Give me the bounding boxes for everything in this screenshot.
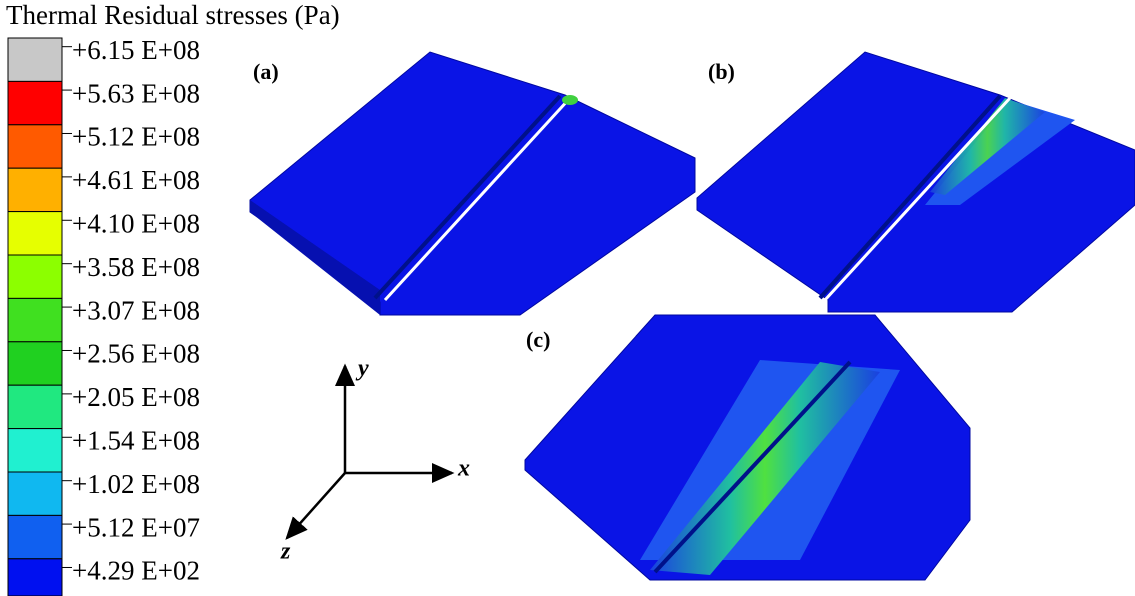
legend-label: +5.12 E+07	[72, 512, 200, 542]
legend-swatch	[8, 255, 62, 298]
axis-triad	[287, 366, 452, 538]
legend-label: +2.56 E+08	[72, 339, 200, 369]
legend-swatch	[8, 342, 62, 385]
legend-label: +6.15 E+08	[72, 35, 200, 65]
legend-swatch	[8, 125, 62, 168]
legend-swatch	[8, 212, 62, 255]
legend-label: +3.07 E+08	[72, 295, 200, 325]
legend-swatch	[8, 168, 62, 211]
legend-label: +1.02 E+08	[72, 469, 200, 499]
plate-c	[525, 315, 970, 580]
legend-label: +5.12 E+08	[72, 122, 200, 152]
legend-label: +4.29 E+02	[72, 556, 200, 586]
legend-label: +5.63 E+08	[72, 78, 200, 108]
legend-swatch	[8, 38, 62, 81]
panel-label: (c)	[526, 327, 550, 352]
legend-swatch	[8, 429, 62, 472]
legend-swatch	[8, 298, 62, 341]
legend-swatch	[8, 515, 62, 558]
axis-label: y	[355, 356, 369, 382]
color-legend: +6.15 E+08 +5.63 E+08 +5.12 E+08 +4.61 E+08…	[8, 35, 200, 596]
plate-b	[697, 52, 1135, 312]
legend-label: +1.54 E+08	[72, 425, 200, 455]
panel-label: (a)	[253, 59, 279, 84]
legend-label: +2.05 E+08	[72, 382, 200, 412]
figure-title: Thermal Residual stresses (Pa)	[6, 0, 340, 30]
figure: Thermal Residual stresses (Pa) +6.15 E+0…	[0, 0, 1135, 596]
panel-label: (b)	[708, 59, 735, 84]
legend-swatch	[8, 472, 62, 515]
plate-a	[250, 52, 695, 315]
legend-label: +4.61 E+08	[72, 165, 200, 195]
axis-label: x	[457, 456, 470, 482]
legend-swatch	[8, 385, 62, 428]
page: Thermal Residual stresses (Pa) +6.15 E+0…	[0, 0, 1135, 596]
legend-swatch	[8, 81, 62, 124]
legend-label: +3.58 E+08	[72, 252, 200, 282]
legend-label: +4.10 E+08	[72, 208, 200, 238]
legend-swatch	[8, 559, 62, 596]
axis-label: z	[280, 539, 291, 565]
